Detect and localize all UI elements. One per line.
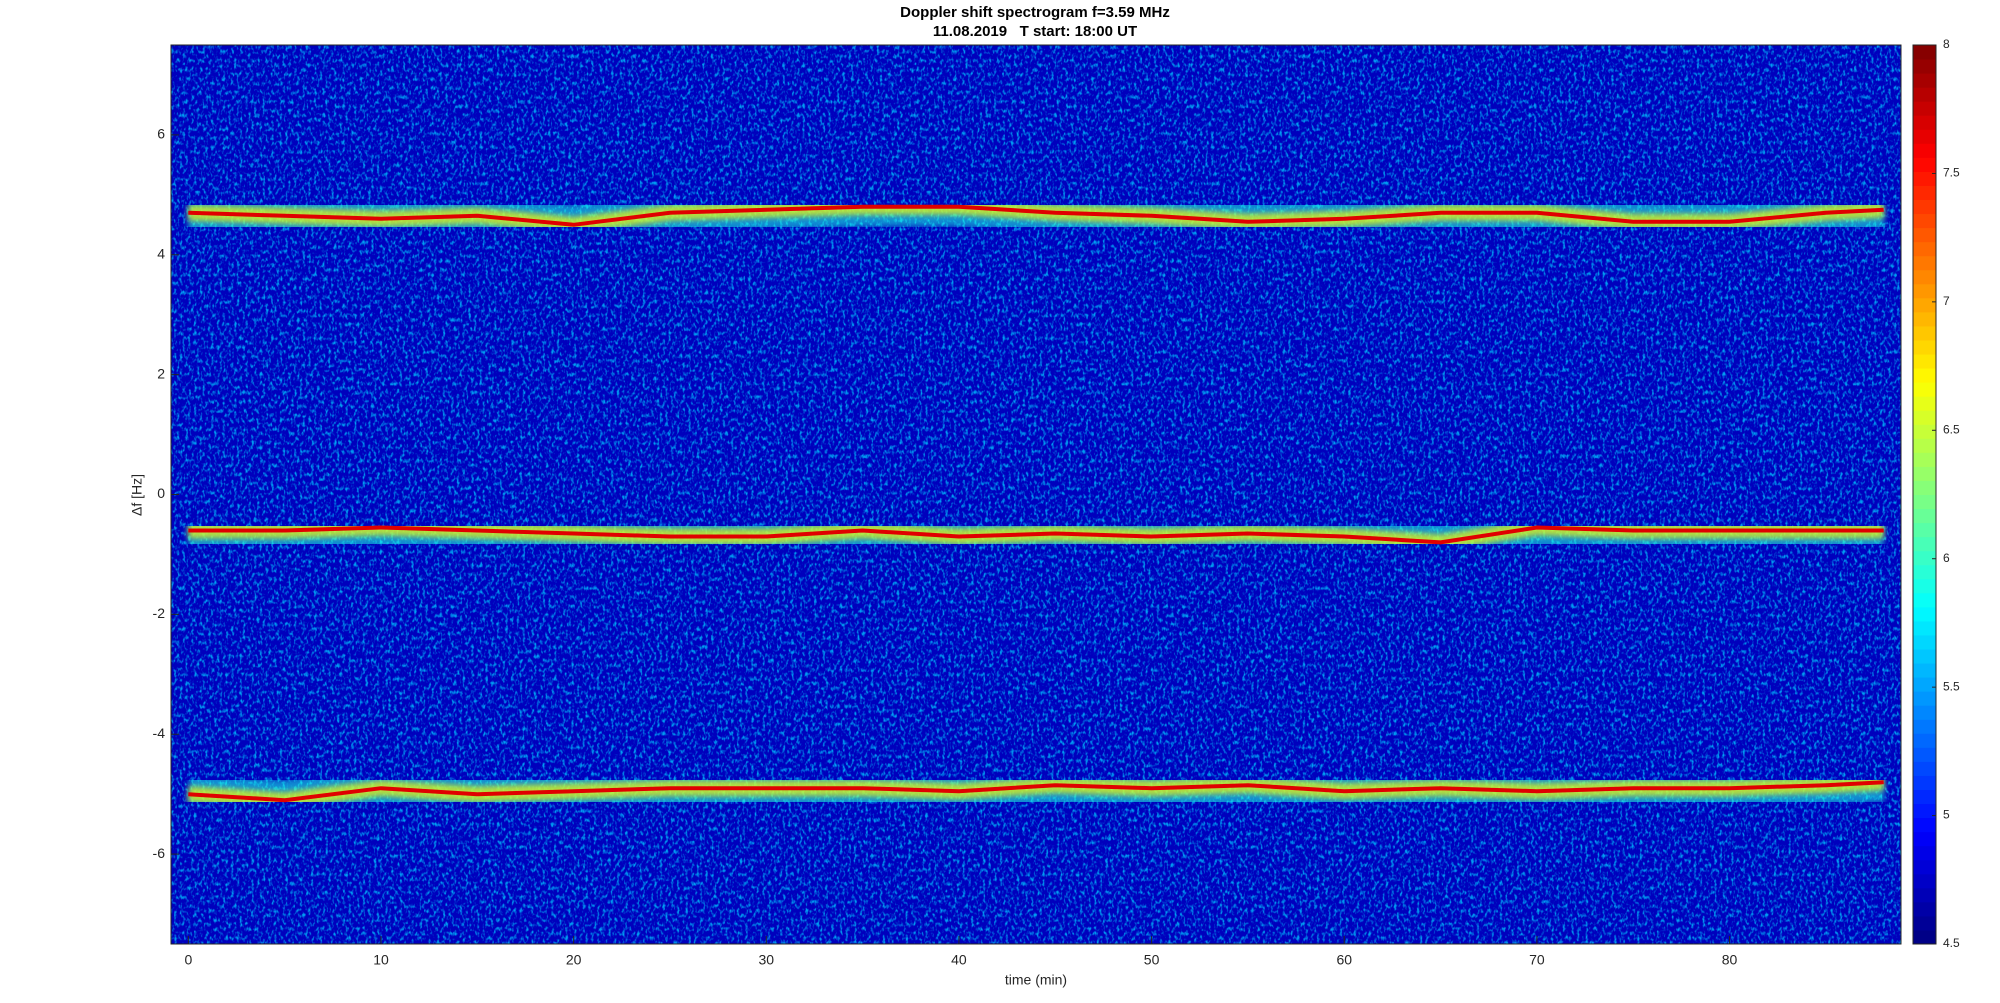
colorbar-tick-label: 6.5 [1943, 422, 1960, 436]
band-trace [188, 525, 1884, 545]
colorbar-segment [1913, 929, 1936, 945]
colorbar-segment [1913, 508, 1936, 524]
colorbar-segment [1913, 297, 1936, 313]
colorbar-segment [1913, 775, 1936, 790]
colorbar-segment [1913, 761, 1936, 776]
x-tick-label: 70 [1529, 952, 1545, 968]
colorbar-tick-label: 7 [1943, 294, 1950, 308]
colorbar-segment [1913, 382, 1936, 397]
y-axis-label: Δf [Hz] [129, 474, 145, 516]
colorbar-segment [1913, 803, 1936, 819]
colorbar-segment [1913, 410, 1936, 425]
colorbar-segment [1913, 59, 1936, 74]
colorbar-segment [1913, 705, 1936, 720]
colorbar-segment [1913, 73, 1936, 88]
colorbar-segment [1913, 915, 1936, 931]
colorbar-segment [1913, 213, 1936, 229]
colorbar-frame [1912, 44, 1937, 945]
x-tick-label: 30 [759, 952, 775, 968]
colorbar-segment [1913, 620, 1936, 636]
x-tick-label: 10 [373, 952, 389, 968]
traces [187, 186, 1885, 821]
colorbar-segment [1913, 522, 1936, 538]
x-axis-label: time (min) [1005, 972, 1067, 988]
colorbar-tick-label: 6 [1943, 551, 1950, 565]
colorbar-segment [1913, 550, 1936, 566]
colorbar-segment [1913, 115, 1936, 130]
colorbar-segment [1913, 171, 1936, 186]
x-tick-label: 40 [951, 952, 967, 968]
colorbar-segment [1913, 157, 1936, 172]
y-tick-label: 6 [157, 126, 165, 142]
colorbar-segment [1913, 677, 1936, 692]
colorbar-segment [1913, 283, 1936, 299]
colorbar-tick-label: 5 [1943, 808, 1950, 822]
colorbar-segment [1913, 185, 1936, 201]
colorbar-segment [1913, 438, 1936, 453]
colorbar-segment [1913, 269, 1936, 285]
colorbar-segment [1913, 199, 1936, 215]
band-trace [188, 780, 1884, 803]
colorbar-segment [1913, 45, 1936, 60]
colorbar-segment [1913, 87, 1936, 102]
colorbar-segment [1913, 747, 1936, 762]
colorbar-segment [1913, 227, 1936, 243]
colorbar-tick-label: 4.5 [1943, 936, 1960, 950]
colorbar-segment [1913, 339, 1936, 355]
colorbar-segment [1913, 634, 1936, 650]
colorbar-segment [1913, 241, 1936, 257]
colorbar-segment [1913, 733, 1936, 748]
colorbar-segment [1913, 466, 1936, 481]
colorbar-segment [1913, 452, 1936, 467]
colorbar-segment [1913, 789, 1936, 805]
chart-title: Doppler shift spectrogram f=3.59 MHz [900, 4, 1170, 21]
y-tick-label: 2 [157, 365, 165, 381]
colorbar-segment [1913, 606, 1936, 622]
colorbar-segment [1913, 901, 1936, 917]
colorbar-segment [1913, 663, 1936, 678]
x-tick-label: 80 [1722, 952, 1738, 968]
colorbar-segment [1913, 649, 1936, 664]
x-tick-label: 50 [1144, 952, 1160, 968]
colorbar-segment [1913, 255, 1936, 271]
colorbar-segment [1913, 564, 1936, 580]
colorbar-segment [1913, 887, 1936, 903]
colorbar-segment [1913, 845, 1936, 861]
colorbar-segment [1913, 396, 1936, 411]
colorbar-segment [1913, 101, 1936, 116]
colorbar-segment [1913, 354, 1936, 369]
colorbar-segment [1913, 368, 1936, 383]
colorbar-tick-label: 8 [1943, 37, 1950, 51]
x-tick-label: 0 [184, 952, 192, 968]
y-tick-label: -4 [153, 725, 166, 741]
colorbar-segment [1913, 325, 1936, 341]
colorbar-segment [1913, 719, 1936, 734]
y-tick-label: 0 [157, 485, 165, 501]
colorbar-tick-label: 7.5 [1943, 166, 1960, 180]
colorbar-segment [1913, 859, 1936, 875]
colorbar-segment [1913, 536, 1936, 552]
x-tick-label: 20 [566, 952, 582, 968]
colorbar-segment [1913, 424, 1936, 439]
chart-subtitle: 11.08.2019 T start: 18:00 UT [933, 23, 1137, 40]
colorbar-segment [1913, 691, 1936, 706]
y-tick-label: -2 [153, 605, 166, 621]
y-tick-label: -6 [153, 845, 166, 861]
colorbar-segment [1913, 494, 1936, 510]
x-tick-label: 60 [1336, 952, 1352, 968]
band-trace [188, 204, 1884, 227]
colorbar-segment [1913, 831, 1936, 847]
colorbar-segment [1913, 480, 1936, 495]
colorbar-segment [1913, 143, 1936, 158]
colorbar-segment [1913, 873, 1936, 889]
colorbar-segment [1913, 817, 1936, 833]
colorbar-segment [1913, 592, 1936, 608]
colorbar-segment [1913, 129, 1936, 144]
colorbar-tick-label: 5.5 [1943, 679, 1960, 693]
colorbar-segment [1913, 578, 1936, 594]
y-tick-label: 4 [157, 245, 165, 261]
colorbar-segment [1913, 311, 1936, 327]
